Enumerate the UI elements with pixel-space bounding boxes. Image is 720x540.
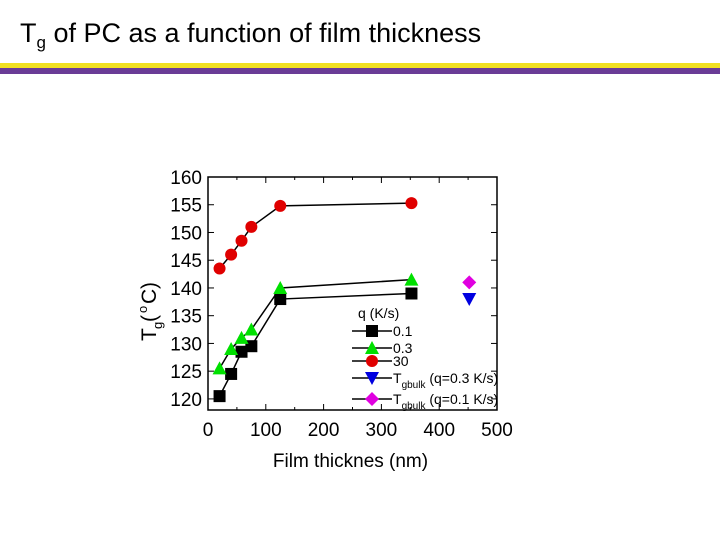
legend-item: 30 <box>352 353 409 369</box>
series-2 <box>213 197 418 275</box>
y-axis-label-paren-close: ) <box>138 282 161 289</box>
legend-label: 0.1 <box>393 323 413 339</box>
series-0 <box>213 287 418 403</box>
legend-item: 0.1 <box>352 323 413 339</box>
data-point <box>213 262 226 275</box>
y-tick-label: 145 <box>170 251 202 272</box>
y-axis-label-degree: o <box>135 306 150 313</box>
title-rest: of PC as a function of film thickness <box>45 18 482 48</box>
x-tick-label: 100 <box>250 420 282 441</box>
data-point <box>462 275 477 290</box>
x-tick-label: 200 <box>308 420 340 441</box>
legend-marker <box>366 325 378 337</box>
y-tick-label: 130 <box>170 334 202 355</box>
slide-title: Tg of PC as a function of film thickness <box>20 18 481 53</box>
data-point <box>224 341 239 355</box>
title-main: T <box>20 18 37 48</box>
x-axis-label: Film thicknes (nm) <box>273 451 428 472</box>
y-axis-label-unit: C <box>138 289 161 304</box>
y-tick-label: 155 <box>170 196 202 217</box>
data-point <box>235 345 248 358</box>
data-point <box>404 272 419 286</box>
series-line <box>218 278 412 369</box>
legend-marker <box>365 392 379 406</box>
y-axis-label-main: T <box>138 328 161 341</box>
data-point <box>245 340 258 353</box>
y-tick-label: 160 <box>170 168 202 189</box>
data-point <box>274 293 287 306</box>
series-line <box>218 202 412 270</box>
legend-item: Tgbulk (q=0.1 K/s) <box>352 391 498 412</box>
x-tick-label: 500 <box>481 420 513 441</box>
y-axis-label-paren-open: ( <box>138 315 161 322</box>
legend-marker <box>365 372 379 385</box>
y-tick-label: 135 <box>170 307 202 328</box>
title-rule-yellow <box>0 63 720 68</box>
x-tick-label: 0 <box>203 420 214 441</box>
data-point <box>225 367 238 380</box>
data-point <box>462 293 477 307</box>
data-point <box>274 199 287 212</box>
legend-marker <box>366 355 378 367</box>
series-1 <box>212 272 419 375</box>
data-point <box>234 330 249 344</box>
data-point <box>245 220 258 233</box>
y-axis-label: T g ( o C ) <box>135 282 165 341</box>
title-subscript: g <box>36 33 46 52</box>
legend-item: Tgbulk (q=0.3 K/s) <box>352 370 498 391</box>
x-tick-label: 400 <box>423 420 455 441</box>
series-4 <box>462 275 477 290</box>
legend-label: 0.3 <box>393 340 413 356</box>
y-tick-label: 120 <box>170 390 202 411</box>
data-point <box>213 390 226 403</box>
data-point <box>244 322 259 336</box>
legend-label: 30 <box>393 353 409 369</box>
title-rule-purple <box>0 68 720 74</box>
data-point <box>212 361 227 375</box>
data-point <box>405 197 418 210</box>
y-tick-label: 150 <box>170 223 202 244</box>
data-point <box>235 234 248 247</box>
legend-marker <box>365 341 379 354</box>
data-point <box>405 287 418 300</box>
legend-label: Tgbulk (q=0.3 K/s) <box>393 370 498 391</box>
data-point <box>273 280 288 294</box>
legend-title: q (K/s) <box>358 305 399 321</box>
legend-label: Tgbulk (q=0.1 K/s) <box>393 391 498 412</box>
y-axis-label-sub: g <box>150 322 165 329</box>
y-tick-label: 125 <box>170 362 202 383</box>
data-point <box>225 248 238 261</box>
legend-item: 0.3 <box>352 340 413 356</box>
x-tick-label: 300 <box>366 420 398 441</box>
y-tick-label: 140 <box>170 279 202 300</box>
series-3 <box>462 293 477 307</box>
